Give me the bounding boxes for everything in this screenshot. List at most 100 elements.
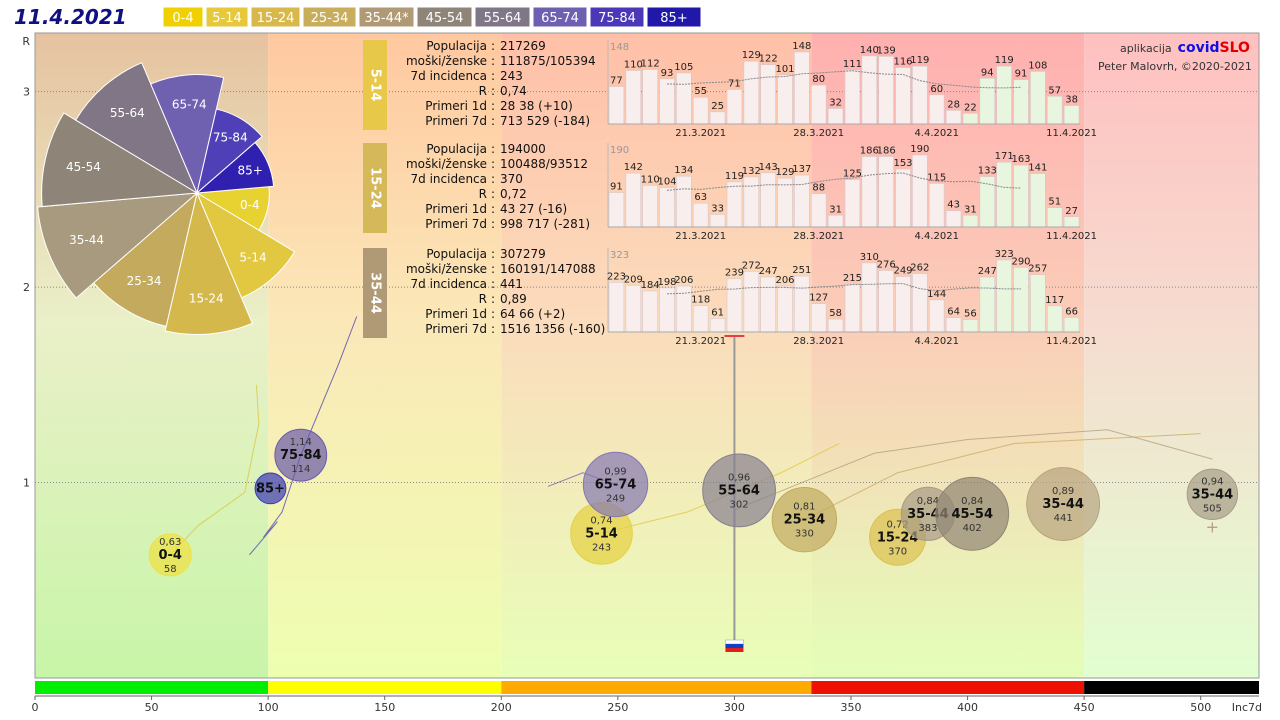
bar bbox=[844, 283, 861, 333]
panel-35-44: 35-44Populacija:307279moški/ženske:16019… bbox=[363, 247, 1097, 347]
stat-key: moški/ženske bbox=[406, 262, 487, 276]
bar-value-label: 171 bbox=[995, 151, 1014, 162]
stat-separator: : bbox=[491, 99, 495, 113]
stat-key: moški/ženske bbox=[406, 157, 487, 171]
bar bbox=[962, 214, 979, 228]
stat-key: Primeri 7d bbox=[425, 217, 487, 231]
bar bbox=[1013, 164, 1029, 228]
bar-max-label: 190 bbox=[610, 145, 629, 156]
bar-value-label: 119 bbox=[995, 55, 1014, 66]
y-axis-label: R bbox=[22, 35, 30, 48]
stat-value: 1516 1356 (-160) bbox=[500, 322, 605, 336]
pie-slice bbox=[150, 74, 225, 195]
stat-value: 998 717 (-281) bbox=[500, 217, 590, 231]
bar-value-label: 112 bbox=[641, 59, 660, 70]
x-tick-label: 350 bbox=[841, 701, 862, 714]
panel-15-24: 15-24Populacija:194000moški/ženske:10048… bbox=[363, 142, 1097, 242]
bar bbox=[743, 176, 760, 228]
bar-date-label: 4.4.2021 bbox=[914, 231, 959, 242]
bar bbox=[743, 60, 760, 125]
bar-value-label: 91 bbox=[610, 182, 623, 193]
flag-white bbox=[725, 639, 744, 645]
zone-segment bbox=[35, 681, 269, 694]
bar bbox=[676, 72, 692, 125]
x-tick-label: 100 bbox=[258, 701, 279, 714]
bar bbox=[726, 278, 743, 333]
legend-item bbox=[646, 6, 702, 28]
bar bbox=[912, 154, 928, 228]
bar bbox=[608, 192, 625, 228]
legend-item bbox=[416, 6, 473, 28]
zone-segment bbox=[811, 681, 1085, 694]
bar bbox=[794, 51, 810, 125]
stat-value: 194000 bbox=[500, 142, 546, 156]
moving-average-line bbox=[666, 70, 1022, 89]
stat-separator: : bbox=[491, 39, 495, 53]
bar bbox=[625, 70, 642, 125]
bubble-name-label: 55-64 bbox=[718, 483, 760, 498]
bar-value-label: 122 bbox=[759, 54, 778, 65]
bar bbox=[1046, 305, 1063, 333]
bar-value-label: 51 bbox=[1048, 197, 1061, 208]
credit-brand-slo: SLO bbox=[1220, 40, 1251, 56]
bar-value-label: 144 bbox=[927, 289, 946, 300]
bar bbox=[676, 175, 692, 228]
bubble-r-label: 0,63 bbox=[159, 537, 181, 548]
bar bbox=[777, 285, 793, 333]
bar-value-label: 239 bbox=[725, 268, 744, 279]
bar-value-label: 119 bbox=[725, 171, 744, 182]
x-tick-label: 200 bbox=[491, 701, 512, 714]
bar-value-label: 80 bbox=[812, 74, 825, 85]
bar-date-label: 4.4.2021 bbox=[914, 336, 959, 347]
bar-value-label: 31 bbox=[829, 204, 842, 215]
stat-key: Primeri 1d bbox=[425, 99, 487, 113]
bubble-55-64 bbox=[702, 453, 776, 528]
bubble-inc-label: 249 bbox=[606, 494, 625, 505]
pie-slice-label: 55-64 bbox=[110, 106, 145, 120]
bar-value-label: 129 bbox=[742, 50, 761, 61]
pie-slice-label: 65-74 bbox=[172, 97, 207, 111]
legend-label: 35-44* bbox=[364, 11, 409, 26]
zone-background bbox=[811, 33, 1085, 678]
y-tick-label: 2 bbox=[23, 281, 30, 294]
bar-value-label: 115 bbox=[927, 172, 946, 183]
trajectory-lines bbox=[169, 316, 1213, 652]
zone-segment bbox=[268, 681, 502, 694]
panel-5-14: 5-14Populacija:217269moški/ženske:111875… bbox=[363, 39, 1097, 139]
pie-slice-label: 75-84 bbox=[213, 131, 248, 145]
bar bbox=[861, 156, 878, 228]
bar-date-label: 11.4.2021 bbox=[1046, 336, 1097, 347]
bar-value-label: 63 bbox=[694, 192, 707, 203]
bar bbox=[1030, 274, 1046, 333]
bar-value-label: 133 bbox=[978, 166, 997, 177]
bar-date-label: 21.3.2021 bbox=[675, 336, 726, 347]
bubble-name-label: 35-44 bbox=[1042, 497, 1084, 512]
stat-separator: : bbox=[491, 172, 495, 186]
bar bbox=[844, 69, 861, 125]
stat-value: 160191/147088 bbox=[500, 262, 596, 276]
bar-value-label: 93 bbox=[661, 68, 674, 79]
bar bbox=[1046, 207, 1063, 228]
bar-value-label: 31 bbox=[964, 204, 977, 215]
legend-item bbox=[532, 6, 588, 28]
stat-value: 370 bbox=[500, 172, 523, 186]
bubble-inc-label: 330 bbox=[795, 529, 814, 540]
legend-label: 55-64 bbox=[484, 11, 522, 26]
bar-value-label: 132 bbox=[742, 166, 761, 177]
bubble-r-label: 0,96 bbox=[728, 472, 750, 483]
stat-key: Primeri 1d bbox=[425, 307, 487, 321]
bar bbox=[912, 273, 928, 333]
bubble-65-74 bbox=[582, 451, 649, 518]
bar-value-label: 111 bbox=[843, 59, 862, 70]
bubble-35-44 bbox=[1186, 468, 1239, 520]
stat-separator: : bbox=[491, 202, 495, 216]
bar bbox=[709, 111, 726, 125]
bubble-25-34 bbox=[771, 486, 838, 553]
bubble-inc-label: 243 bbox=[592, 542, 611, 553]
pie-slice-label: 85+ bbox=[237, 163, 262, 177]
bar-value-label: 32 bbox=[829, 97, 842, 108]
legend-label: 0-4 bbox=[172, 11, 193, 26]
legend-label: 45-54 bbox=[426, 11, 464, 26]
bar-max-label: 148 bbox=[610, 42, 629, 53]
bubble-name-label: 25-34 bbox=[784, 513, 826, 528]
